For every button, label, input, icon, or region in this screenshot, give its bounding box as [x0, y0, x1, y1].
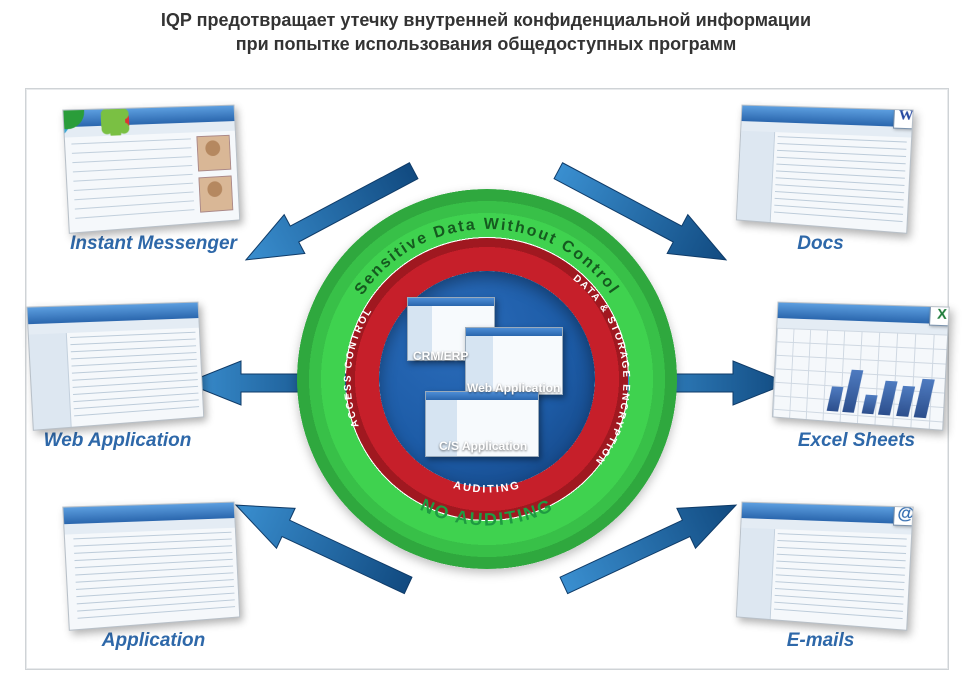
leaf-docs-panel: W: [736, 105, 914, 234]
leaf-excel-label: Excel Sheets: [769, 430, 944, 452]
leaf-mail-panel: @: [736, 502, 914, 631]
leaf-excel: X Excel Sheets: [769, 304, 944, 452]
at-icon: @: [893, 502, 914, 527]
leaf-web: Web Application: [30, 304, 205, 452]
diagram-frame: CRM/ERP Web Application C/S Application …: [25, 88, 949, 670]
leaf-docs: W Docs: [733, 107, 908, 255]
leaf-app: Application: [66, 504, 241, 652]
excel-icon: X: [929, 302, 950, 327]
leaf-app-panel: [62, 502, 240, 631]
icq-icon: [100, 107, 129, 136]
leaf-im-panel: [62, 105, 240, 234]
core-label-cs: C/S Application: [439, 439, 527, 453]
center-rings: CRM/ERP Web Application C/S Application …: [297, 189, 677, 569]
title-line-2: при попытке использования общедоступных …: [236, 34, 737, 54]
leaf-im-label: Instant Messenger: [66, 233, 241, 255]
page-title: IQP предотвращает утечку внутренней конф…: [0, 0, 972, 57]
excel-bars: [829, 350, 936, 419]
word-icon: W: [893, 105, 914, 130]
leaf-excel-panel: X: [772, 302, 950, 431]
core-label-crm: CRM/ERP: [413, 349, 468, 363]
leaf-web-panel: [26, 302, 204, 431]
leaf-docs-label: Docs: [733, 233, 908, 255]
leaf-mail-label: E-mails: [733, 630, 908, 652]
leaf-im: Instant Messenger: [66, 107, 241, 255]
leaf-app-label: Application: [66, 630, 241, 652]
leaf-web-label: Web Application: [30, 430, 205, 452]
core-blue-disc: CRM/ERP Web Application C/S Application: [379, 271, 595, 487]
leaf-mail: @ E-mails: [733, 504, 908, 652]
title-line-1: IQP предотвращает утечку внутренней конф…: [161, 10, 811, 30]
core-label-web: Web Application: [467, 381, 560, 395]
